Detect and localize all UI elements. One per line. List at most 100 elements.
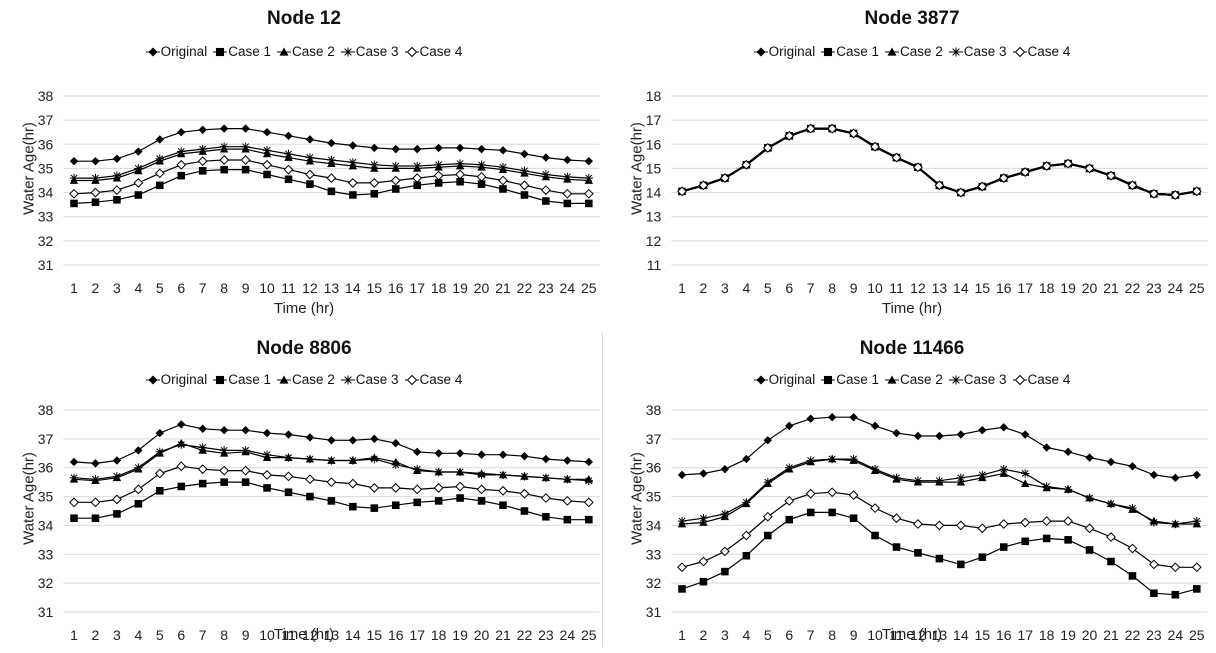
legend-label: Case 1 <box>836 44 879 59</box>
data-point <box>1063 447 1073 457</box>
x-tick-label: 11 <box>889 627 904 643</box>
data-point <box>434 143 443 153</box>
asterisk-icon <box>948 373 963 387</box>
diamond-filled-icon <box>145 373 160 387</box>
data-point <box>327 155 336 165</box>
data-point <box>134 191 143 199</box>
data-point <box>542 197 550 205</box>
data-point <box>934 180 945 191</box>
data-point <box>262 450 272 459</box>
legend-marker <box>887 375 897 384</box>
triangle-filled-icon <box>884 373 899 387</box>
legend-item: Case 2 <box>884 44 943 59</box>
x-tick-label: 15 <box>975 280 991 296</box>
data-point <box>827 487 838 498</box>
data-point <box>134 147 143 156</box>
x-axis-title: Time (hr) <box>881 626 943 643</box>
data-point <box>764 531 772 540</box>
series-case-4 <box>677 487 1202 573</box>
data-point <box>563 172 572 182</box>
data-point <box>913 519 923 529</box>
triangle-filled-icon <box>884 45 899 59</box>
data-point <box>69 473 79 483</box>
data-point <box>113 196 121 204</box>
data-point <box>219 155 230 165</box>
data-point <box>69 497 79 508</box>
data-point <box>370 189 379 198</box>
data-point <box>455 159 465 168</box>
data-point <box>434 497 443 505</box>
data-point <box>413 181 421 190</box>
data-point <box>913 476 923 485</box>
series-case-1 <box>678 508 1201 599</box>
data-point <box>112 456 122 465</box>
y-axis-title: Water Age(hr) <box>20 452 38 545</box>
diamond-open-icon <box>404 45 419 59</box>
chart-legend: Original Case 1 Case 2 Case 3 Case 4 <box>0 44 608 62</box>
data-point <box>1150 589 1158 598</box>
data-point <box>892 473 901 483</box>
x-tick-label: 5 <box>764 627 772 643</box>
data-point <box>892 543 901 551</box>
asterisk-icon <box>948 45 963 59</box>
data-point <box>305 433 315 442</box>
x-tick-label: 18 <box>1039 627 1055 643</box>
x-tick-label: 8 <box>828 280 836 296</box>
data-point <box>1020 517 1031 528</box>
legend-item: Case 3 <box>948 44 1007 59</box>
data-point <box>70 514 78 522</box>
legend-item: Case 4 <box>1012 372 1071 387</box>
x-tick-label: 19 <box>1060 627 1076 643</box>
x-tick-label: 21 <box>1103 627 1119 643</box>
x-tick-label: 10 <box>867 627 883 643</box>
y-tick-label: 32 <box>646 575 662 591</box>
x-tick-label: 16 <box>388 627 404 643</box>
data-point <box>1171 519 1180 529</box>
y-tick-label: 33 <box>38 209 54 225</box>
legend-label: Case 3 <box>963 44 1007 59</box>
x-tick-label: 22 <box>517 280 533 296</box>
square-filled-icon <box>821 45 836 59</box>
data-point <box>219 142 229 151</box>
data-point <box>1149 518 1159 527</box>
data-point <box>1171 590 1180 599</box>
x-tick-label: 24 <box>560 627 576 643</box>
x-tick-label: 1 <box>70 280 78 296</box>
data-point <box>784 495 795 506</box>
data-point <box>520 149 529 159</box>
legend-marker <box>148 375 158 384</box>
data-point <box>155 135 164 144</box>
chart-title: Node 8806 <box>256 338 352 359</box>
data-point <box>434 179 443 187</box>
data-point <box>699 469 708 478</box>
data-point <box>177 128 186 137</box>
data-point <box>349 502 357 511</box>
data-point <box>978 470 987 480</box>
chart-legend: Original Case 1 Case 2 Case 3 Case 4 <box>0 372 608 390</box>
data-point <box>455 481 466 492</box>
series-case-2 <box>677 454 1201 528</box>
data-point <box>1107 557 1115 566</box>
data-point <box>327 456 336 465</box>
data-point <box>241 446 250 455</box>
legend-item: Case 1 <box>213 44 271 59</box>
data-point <box>1127 180 1138 191</box>
data-point <box>198 167 207 175</box>
data-point <box>999 543 1008 551</box>
data-point <box>1128 572 1137 580</box>
legend-label: Case 4 <box>1027 372 1071 387</box>
legend-item: Original <box>753 372 815 387</box>
x-tick-label: 11 <box>281 627 296 643</box>
data-point <box>498 175 508 186</box>
legend-label: Case 1 <box>228 44 271 59</box>
legend-item: Case 4 <box>404 44 462 59</box>
data-point <box>284 488 293 497</box>
data-point <box>198 443 207 452</box>
chart-panel-node-3877: Node 3877 Original Case 1 Case 2 Case 3 Case… <box>608 0 1216 323</box>
chart-title: Node 3877 <box>864 8 960 29</box>
data-point <box>69 173 79 183</box>
legend-marker <box>887 47 897 56</box>
data-point <box>698 556 709 567</box>
data-point <box>935 554 944 563</box>
data-point <box>999 423 1008 432</box>
